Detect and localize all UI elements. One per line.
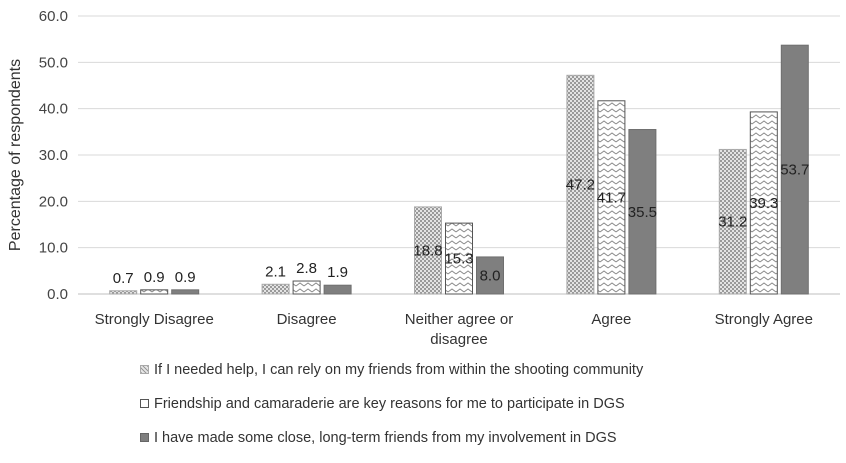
bar-1-1: [261, 283, 290, 295]
y-tick-label: 20.0: [39, 193, 68, 210]
bar-2-3: [597, 100, 626, 295]
legend-item-1: If I needed help, I can rely on my frien…: [140, 361, 840, 378]
legend-swatch-zigzag: [140, 399, 149, 408]
data-label: 47.2: [566, 177, 595, 194]
data-label: 41.7: [597, 189, 626, 206]
x-axis-categories: Strongly Disagree Disagree Neither agree o…: [95, 311, 813, 348]
bar-3-3: [628, 129, 657, 295]
data-label: 35.5: [628, 204, 657, 221]
y-axis-ticks: 0.0 10.0 20.0 30.0 40.0 50.0 60.0: [39, 8, 68, 303]
y-tick-label: 40.0: [39, 101, 68, 118]
bar-3-1: [323, 284, 352, 295]
data-label: 53.7: [780, 162, 809, 179]
bar-2-1: [292, 280, 321, 295]
legend: If I needed help, I can rely on my frien…: [140, 361, 840, 463]
category-label: Strongly Agree: [715, 311, 813, 328]
data-label: 8.0: [480, 267, 501, 284]
data-label: 2.1: [265, 263, 286, 280]
legend-label-2: Friendship and camaraderie are key reaso…: [154, 395, 625, 412]
y-tick-label: 30.0: [39, 147, 68, 164]
bars: [109, 44, 809, 295]
bar-1-0: [109, 290, 138, 295]
bar-3-2: [476, 256, 504, 295]
y-tick-label: 0.0: [47, 286, 68, 303]
bar-2-4: [749, 111, 778, 295]
legend-swatch-dots: [140, 365, 149, 374]
category-label: disagree: [430, 331, 488, 348]
y-tick-label: 50.0: [39, 54, 68, 71]
legend-label-3: I have made some close, long-term friend…: [154, 429, 617, 446]
category-label: Strongly Disagree: [95, 311, 214, 328]
legend-swatch-solid: [140, 433, 149, 442]
bar-1-4: [718, 148, 747, 295]
bar-2-0: [140, 289, 169, 295]
data-label: 31.2: [718, 214, 747, 231]
y-tick-label: 10.0: [39, 240, 68, 257]
data-label: 2.8: [296, 260, 317, 277]
y-tick-label: 60.0: [39, 8, 68, 25]
data-labels: 0.7 0.9 0.9 2.1 2.8 1.9 18.8 15.3 8.0 47.241.735.…: [113, 162, 810, 287]
data-label: 0.9: [144, 269, 165, 286]
data-label: 18.8: [413, 242, 442, 259]
bar-2-2: [445, 222, 473, 295]
bar-1-2: [414, 206, 442, 295]
y-axis-title: Percentage of respondents: [7, 59, 24, 251]
bar-3-4: [780, 44, 809, 295]
data-label: 0.7: [113, 270, 134, 287]
data-label: 15.3: [444, 251, 473, 268]
data-label: 1.9: [327, 264, 348, 281]
category-label: Disagree: [277, 311, 337, 328]
legend-label-1: If I needed help, I can rely on my frien…: [154, 361, 644, 378]
bar-3-0: [171, 289, 200, 295]
category-label: Neither agree or: [405, 311, 513, 328]
category-label: Agree: [591, 311, 631, 328]
legend-item-3: I have made some close, long-term friend…: [140, 429, 840, 446]
data-label: 39.3: [749, 195, 778, 212]
gridlines: [78, 15, 840, 295]
bar-1-3: [566, 74, 595, 295]
legend-item-2: Friendship and camaraderie are key reaso…: [140, 395, 840, 412]
data-label: 0.9: [175, 269, 196, 286]
